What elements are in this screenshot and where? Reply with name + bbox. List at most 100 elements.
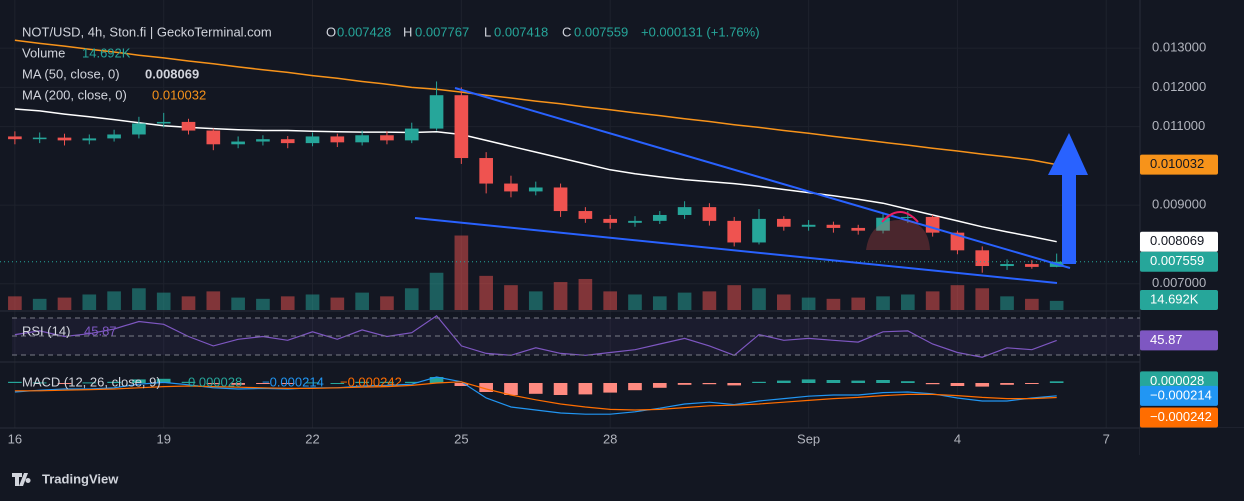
macd-histogram <box>826 380 841 383</box>
macd-histogram <box>677 383 692 385</box>
candle-body <box>1025 264 1039 267</box>
macd-histogram <box>305 382 320 384</box>
axis-labels: 0.007000 0.009000 0.011000 0.012000 0.013000… <box>8 40 1244 455</box>
candle-body <box>132 123 146 135</box>
macd-histogram <box>925 383 940 385</box>
candle-body <box>32 137 47 140</box>
arc <box>881 211 919 223</box>
rsi-tag-bg <box>1140 330 1218 351</box>
candle-body <box>876 217 890 231</box>
volume-label: Volume <box>22 45 65 60</box>
x-tick-label: 4 <box>954 431 961 446</box>
macd-histogram <box>553 383 568 395</box>
candle-body <box>652 214 667 221</box>
volume-bar <box>330 297 345 310</box>
volume-bar <box>876 296 890 310</box>
candle-body <box>231 141 245 145</box>
candle-body <box>305 136 320 144</box>
rsi-line <box>14 314 1057 358</box>
candle-body <box>677 207 692 215</box>
candle-body <box>57 137 72 141</box>
volume-bar <box>603 291 618 310</box>
macd-line <box>14 376 1057 415</box>
macd-histogram <box>1049 381 1064 383</box>
ma200-tag: 0.010032 <box>1150 156 1204 171</box>
volume-bar <box>901 294 915 310</box>
macd-histogram <box>404 381 419 383</box>
volume-tag: 14.692K <box>1150 291 1199 306</box>
macd-histogram <box>181 381 196 383</box>
arrow-up <box>1048 133 1088 264</box>
volume-bar <box>950 285 965 310</box>
macd-histogram <box>280 383 295 384</box>
candle-body <box>975 250 990 267</box>
macd-histogram <box>1000 383 1014 385</box>
candle-body <box>628 220 642 223</box>
signal-tag-bg <box>1140 407 1218 428</box>
macd-histogram <box>504 383 518 395</box>
y-tick-label: 0.009000 <box>1152 197 1206 212</box>
price-tag-bg <box>1140 251 1218 272</box>
macd-histogram <box>702 383 717 385</box>
candle-body <box>479 158 493 184</box>
logo <box>12 473 31 486</box>
volume-bar <box>454 235 469 310</box>
change: +0.000131 (+1.76%) <box>641 24 760 39</box>
y-tick-label: 0.011000 <box>1152 118 1205 133</box>
volume-bar <box>32 298 47 310</box>
ma50-label: MA (50, close, 0) <box>22 66 120 81</box>
signal-value: −0.000242 <box>340 374 402 389</box>
candle-body <box>429 95 444 129</box>
macd-histogram <box>32 382 47 384</box>
macd-hist-tag: 0.000028 <box>1150 373 1204 388</box>
volume-bar <box>380 296 394 310</box>
macd-histogram <box>82 382 97 384</box>
ma200-label: MA (200, close, 0) <box>22 87 127 102</box>
macd-histogram <box>752 381 766 383</box>
macd-tag-bg <box>1140 385 1218 406</box>
candle-body <box>454 95 469 159</box>
volume-bar <box>652 296 667 310</box>
candle-body <box>8 136 22 140</box>
rsi-tag: 45.87 <box>1150 332 1183 347</box>
macd-histogram <box>578 383 593 395</box>
ma50-value: 0.008069 <box>145 66 199 81</box>
macd-histogram <box>355 381 369 383</box>
ohlc-label: H <box>403 24 412 39</box>
candle-body <box>256 139 270 142</box>
macd-histogram <box>57 383 72 384</box>
candle-body <box>355 135 369 143</box>
plot <box>0 39 1140 415</box>
candle-body <box>826 224 841 228</box>
volume-bar <box>256 298 270 310</box>
macd-hist-value: 0.000028 <box>188 374 242 389</box>
macd-tag: −0.000214 <box>1150 387 1212 402</box>
candle-body <box>578 211 593 219</box>
volume-bar <box>677 292 692 310</box>
candle-body <box>330 136 345 143</box>
open-value: 0.007428 <box>337 24 391 39</box>
candle-body <box>280 139 295 144</box>
macd-histogram <box>528 383 543 394</box>
high-value: 0.007767 <box>415 24 469 39</box>
x-tick-label: 7 <box>1103 431 1110 446</box>
ohlc-label: O <box>326 24 336 39</box>
x-tick-label: 22 <box>305 431 319 446</box>
volume-bar <box>206 291 221 310</box>
branding: TradingView <box>12 471 119 486</box>
x-tick-label: 19 <box>156 431 170 446</box>
volume-bar <box>826 298 841 310</box>
volume-bar <box>851 297 866 310</box>
macd-label: MACD (12, 26, close, 9) <box>22 374 161 389</box>
volume-bar <box>628 294 642 310</box>
candle-body <box>380 135 394 141</box>
candle-body <box>553 187 568 212</box>
symbol-title: NOT/USD, 4h, Ston.fi | GeckoTerminal.com <box>22 24 272 39</box>
macd-histogram <box>132 379 146 383</box>
candle-body <box>504 183 518 192</box>
volume-bar <box>82 294 97 310</box>
macd-histogram <box>380 381 394 383</box>
macd-histogram <box>156 378 171 383</box>
volume-bar <box>181 296 196 310</box>
